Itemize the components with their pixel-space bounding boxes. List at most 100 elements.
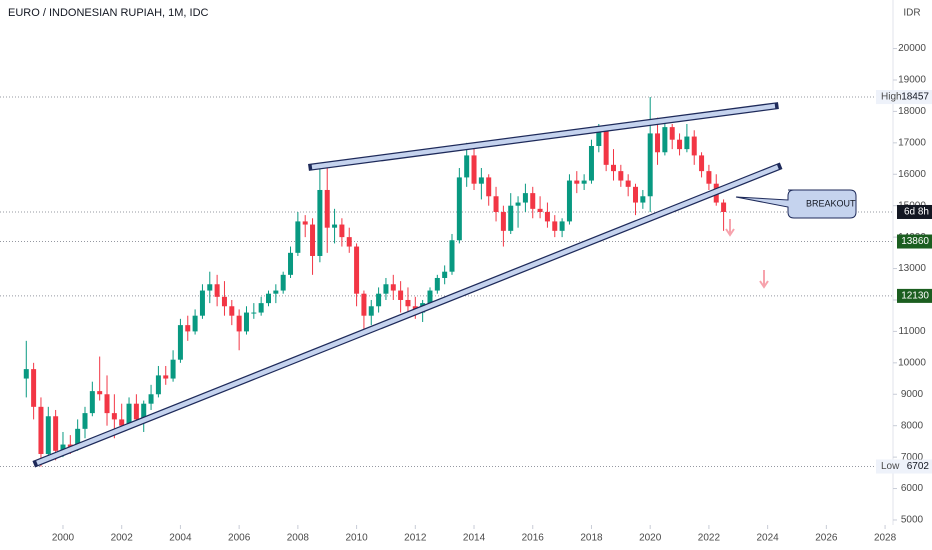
- level-value: 18457: [901, 92, 929, 103]
- candle-body: [706, 171, 712, 184]
- candle-body: [75, 428, 81, 448]
- candle-body: [221, 296, 227, 307]
- candle-body: [207, 284, 213, 291]
- y-tick-label: 6000: [901, 483, 924, 494]
- target-box: [897, 234, 932, 249]
- candle-body: [192, 315, 198, 332]
- candle-body: [552, 221, 558, 231]
- candle-body: [23, 369, 29, 379]
- y-tick-label: 19000: [898, 75, 926, 86]
- candle-body: [522, 193, 528, 203]
- candle-body: [295, 221, 301, 253]
- candle-body: [625, 180, 631, 187]
- candle-body: [442, 271, 448, 278]
- x-tick-label: 2020: [639, 533, 662, 544]
- candle-body: [434, 277, 440, 291]
- candle-body: [60, 444, 66, 451]
- level-box: [876, 459, 932, 474]
- x-tick-label: 2024: [757, 533, 780, 544]
- level-name: Low: [881, 461, 900, 472]
- countdown-label: 6d 8h: [904, 207, 929, 218]
- candle-body: [478, 177, 484, 184]
- candle-body: [383, 284, 389, 294]
- x-tick-label: 2000: [52, 533, 75, 544]
- candle-body: [251, 312, 257, 314]
- countdown-box: [897, 204, 932, 219]
- candle-body: [82, 413, 88, 429]
- candle-body: [721, 202, 727, 212]
- level-box: [876, 90, 932, 105]
- candle-body: [38, 406, 44, 454]
- candle-body: [610, 164, 616, 172]
- candle-body: [229, 306, 235, 316]
- x-tick-label: 2006: [228, 533, 251, 544]
- candle-body: [515, 202, 521, 206]
- candle-body: [508, 205, 514, 231]
- candle-body: [464, 155, 470, 178]
- candle-body: [258, 303, 264, 313]
- candle-body: [603, 130, 609, 165]
- candle-body: [339, 224, 345, 238]
- candle-body: [691, 136, 697, 156]
- y-tick-label: 10000: [898, 357, 926, 368]
- x-tick-label: 2022: [698, 533, 721, 544]
- y-tick-label: 9000: [901, 389, 924, 400]
- candle-body: [449, 240, 455, 272]
- candle-body: [266, 293, 272, 304]
- y-tick-label: 18000: [898, 106, 926, 117]
- x-tick-label: 2004: [169, 533, 192, 544]
- candle-body: [31, 369, 37, 407]
- candle-body: [288, 252, 294, 275]
- y-tick-label: 8000: [901, 420, 924, 431]
- trendline: [36, 164, 779, 466]
- candle-body: [133, 403, 139, 420]
- y-tick-label: 17000: [898, 137, 926, 148]
- candle-body: [581, 180, 587, 184]
- candle-body: [405, 299, 411, 307]
- candle-body: [45, 416, 51, 454]
- candle-body: [493, 196, 499, 212]
- x-tick-label: 2012: [404, 533, 427, 544]
- candle-body: [500, 211, 506, 231]
- candle-body: [53, 416, 59, 451]
- candle-body: [199, 290, 205, 316]
- candle-body: [236, 315, 242, 332]
- target-label: 12130: [901, 291, 929, 302]
- candle-body: [699, 155, 705, 172]
- down-arrow: [759, 270, 769, 289]
- candle-body: [141, 403, 147, 420]
- candle-body: [640, 196, 646, 203]
- x-tick-label: 2010: [345, 533, 368, 544]
- candle-body: [317, 189, 323, 256]
- candle-body: [647, 133, 653, 197]
- candle-body: [427, 290, 433, 304]
- candle-body: [280, 274, 286, 291]
- y-tick-label: 16000: [898, 169, 926, 180]
- candle-body: [185, 325, 191, 332]
- candle-body: [111, 413, 117, 420]
- y-tick-label: 7000: [901, 452, 924, 463]
- level-name: High: [881, 92, 902, 103]
- x-tick-label: 2002: [111, 533, 134, 544]
- candle-body: [89, 391, 95, 414]
- x-tick-label: 2028: [874, 533, 897, 544]
- candle-body: [273, 290, 279, 294]
- candle-body: [662, 127, 668, 153]
- candle-body: [368, 306, 374, 316]
- candle-body: [324, 189, 330, 228]
- target-box: [897, 288, 932, 303]
- candle-body: [544, 211, 550, 222]
- candle-body: [302, 221, 308, 225]
- candle-body: [361, 293, 367, 316]
- candle-body: [376, 293, 382, 307]
- candle-body: [243, 312, 249, 332]
- x-tick-label: 2016: [522, 533, 545, 544]
- candle-body: [456, 177, 462, 241]
- candle-body: [126, 403, 132, 426]
- candle-body: [486, 177, 492, 197]
- axis-unit: IDR: [903, 8, 920, 19]
- level-value: 6702: [907, 461, 930, 472]
- candle-body: [104, 394, 110, 414]
